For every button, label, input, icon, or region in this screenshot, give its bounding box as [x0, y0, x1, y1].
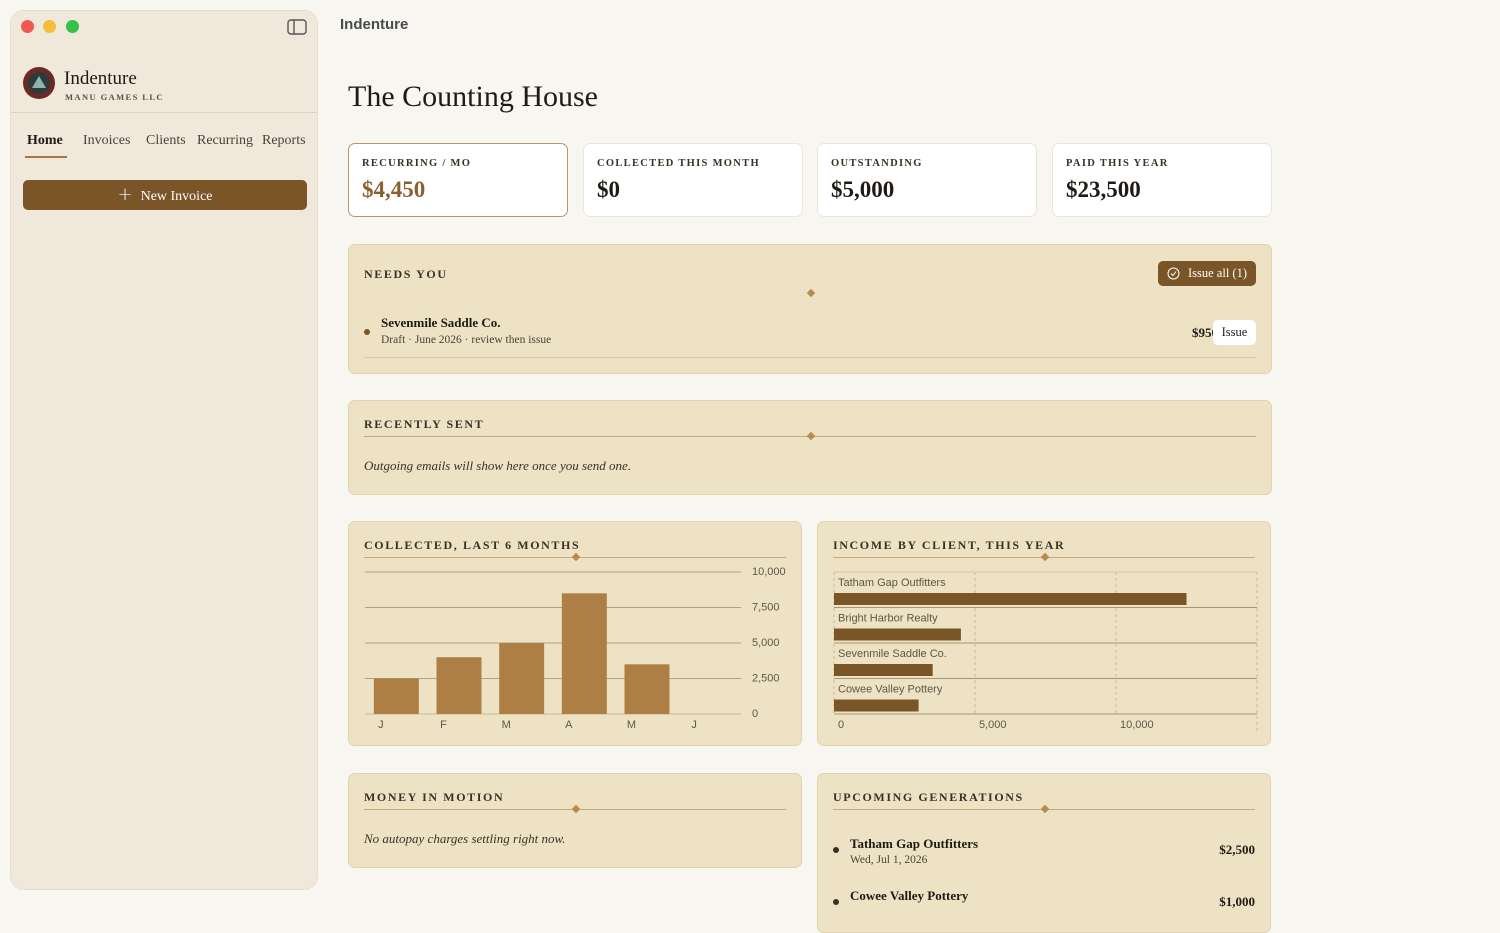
ornament [571, 804, 581, 814]
ornament [806, 431, 816, 441]
item-detail: Draft · June 2026 · review then issue [381, 334, 552, 346]
chart: 0 2,500 5,000 7,500 10,000 J F M A M J [365, 566, 786, 731]
bar [834, 593, 1187, 605]
x-tick-label: F [440, 719, 447, 731]
active-indicator [25, 156, 67, 158]
y-tick-label: 7,500 [752, 601, 780, 613]
check-icon [1167, 267, 1180, 280]
bar [373, 678, 419, 714]
stat-value: $23,500 [1066, 177, 1141, 202]
bullet [833, 847, 839, 853]
nav-tab[interactable]: Invoices [83, 133, 131, 148]
company-name: MANU GAMES LLC [65, 92, 164, 102]
stat-card: RECURRING / MO $4,450 [348, 143, 568, 217]
divider [11, 112, 317, 113]
nav-tab[interactable]: Reports [262, 133, 306, 148]
y-tick-label: 10,000 [752, 566, 786, 578]
app-name: Indenture [64, 68, 137, 89]
x-tick-label: M [502, 719, 511, 731]
x-tick-label: 5,000 [979, 719, 1007, 731]
issue-button[interactable]: Issue [1213, 320, 1256, 345]
x-tick-label: M [627, 719, 636, 731]
stat-card: PAID THIS YEAR $23,500 [1052, 143, 1272, 217]
empty-message: No autopay charges settling right now. [364, 831, 566, 846]
nav-tab[interactable]: Clients [146, 133, 186, 148]
panel-title: RECENTLY SENT [364, 417, 485, 431]
item-name: Sevenmile Saddle Co. [381, 315, 501, 330]
divider [364, 357, 1256, 358]
sidebar: Indenture MANU GAMES LLC Home Invoices Cli… [10, 10, 318, 890]
panel-title: INCOME BY CLIENT, THIS YEAR [833, 538, 1072, 553]
nav-tab[interactable]: Home [27, 133, 63, 148]
chart: 0 5,000 10,000 Tatham Gap Outfitters Bright … [833, 571, 1258, 732]
y-tick-label: 0 [752, 708, 758, 720]
stat-card: OUTSTANDING $5,000 [817, 143, 1037, 217]
bar [436, 657, 482, 714]
new-invoice-button[interactable]: + New Invoice [23, 180, 307, 210]
button-label: Issue all (1) [1187, 266, 1247, 280]
y-tick-label: 2,500 [752, 672, 780, 684]
bar [834, 699, 919, 712]
empty-message: Outgoing emails will show here once you … [364, 458, 632, 473]
category-label: Cowee Valley Pottery [838, 683, 943, 695]
zoom-button[interactable] [66, 20, 79, 33]
collected-panel: COLLECTED, LAST 6 MONTHS 0 2,500 5,000 7,50… [348, 521, 802, 746]
window: Indenture MANU GAMES LLC Home Invoices Cli… [10, 10, 1272, 933]
nav-tab[interactable]: Recurring [197, 133, 253, 148]
x-tick-label: A [565, 719, 573, 731]
panel-title: NEEDS YOU [364, 267, 448, 281]
category-label: Sevenmile Saddle Co. [838, 648, 947, 660]
y-tick-label: 5,000 [752, 637, 780, 649]
category-label: Bright Harbor Realty [838, 612, 938, 624]
category-label: Tatham Gap Outfitters [838, 577, 946, 589]
item-name: Cowee Valley Pottery [850, 888, 969, 903]
bar [834, 628, 961, 641]
upcoming-panel: UPCOMING GENERATIONS Tatham Gap Outfitte… [817, 773, 1271, 933]
stat-value: $5,000 [831, 177, 895, 202]
needs-you-panel: NEEDS YOU Issue all (1) Sevenmile Saddle… [348, 244, 1272, 374]
x-tick-label: J [691, 719, 697, 731]
x-tick-label: J [378, 719, 384, 731]
stat-label: COLLECTED THIS MONTH [597, 158, 760, 169]
item-amount: $1,000 [1219, 894, 1255, 909]
bar [624, 664, 670, 714]
ornament [806, 288, 816, 298]
item-name: Tatham Gap Outfitters [850, 836, 979, 851]
panel-title: MONEY IN MOTION [364, 790, 511, 805]
stat-card: COLLECTED THIS MONTH $0 [583, 143, 803, 217]
x-tick-label: 0 [838, 719, 844, 731]
recently-sent-panel: RECENTLY SENT Outgoing emails will show … [348, 400, 1272, 495]
app-logo [23, 67, 55, 99]
x-tick-label: 10,000 [1120, 719, 1154, 731]
close-button[interactable] [21, 20, 34, 33]
panel-title: COLLECTED, LAST 6 MONTHS [364, 538, 587, 553]
page: Indenture MANU GAMES LLC Home Invoices Cli… [10, 10, 1272, 933]
panel-title: UPCOMING GENERATIONS [833, 790, 1030, 805]
income-panel: INCOME BY CLIENT, THIS YEAR 0 5,000 10,000… [817, 521, 1271, 746]
nav-tabs: Home Invoices Clients Recurring Reports [25, 131, 317, 161]
bullet [364, 329, 370, 335]
bar [561, 593, 607, 714]
issue-all-button[interactable]: Issue all (1) [1157, 261, 1256, 286]
stat-value: $4,450 [362, 177, 426, 202]
button-label: New Invoice [140, 189, 213, 204]
item-date: Wed, Jul 1, 2026 [850, 854, 928, 866]
bar [834, 664, 933, 676]
sidebar-toggle[interactable] [287, 19, 307, 35]
ornament [1040, 804, 1050, 814]
window-title: Indenture [340, 16, 409, 33]
page-title: The Counting House [348, 80, 598, 113]
stat-label: RECURRING / MO [362, 158, 472, 169]
money-in-motion-panel: MONEY IN MOTION No autopay charges settl… [348, 773, 802, 868]
stat-label: PAID THIS YEAR [1066, 158, 1169, 169]
item-amount: $950 [1192, 325, 1218, 340]
item-amount: $2,500 [1219, 842, 1255, 857]
stat-value: $0 [597, 177, 620, 202]
bar [499, 643, 545, 714]
stat-label: OUTSTANDING [831, 158, 923, 169]
minimize-button[interactable] [43, 20, 56, 33]
